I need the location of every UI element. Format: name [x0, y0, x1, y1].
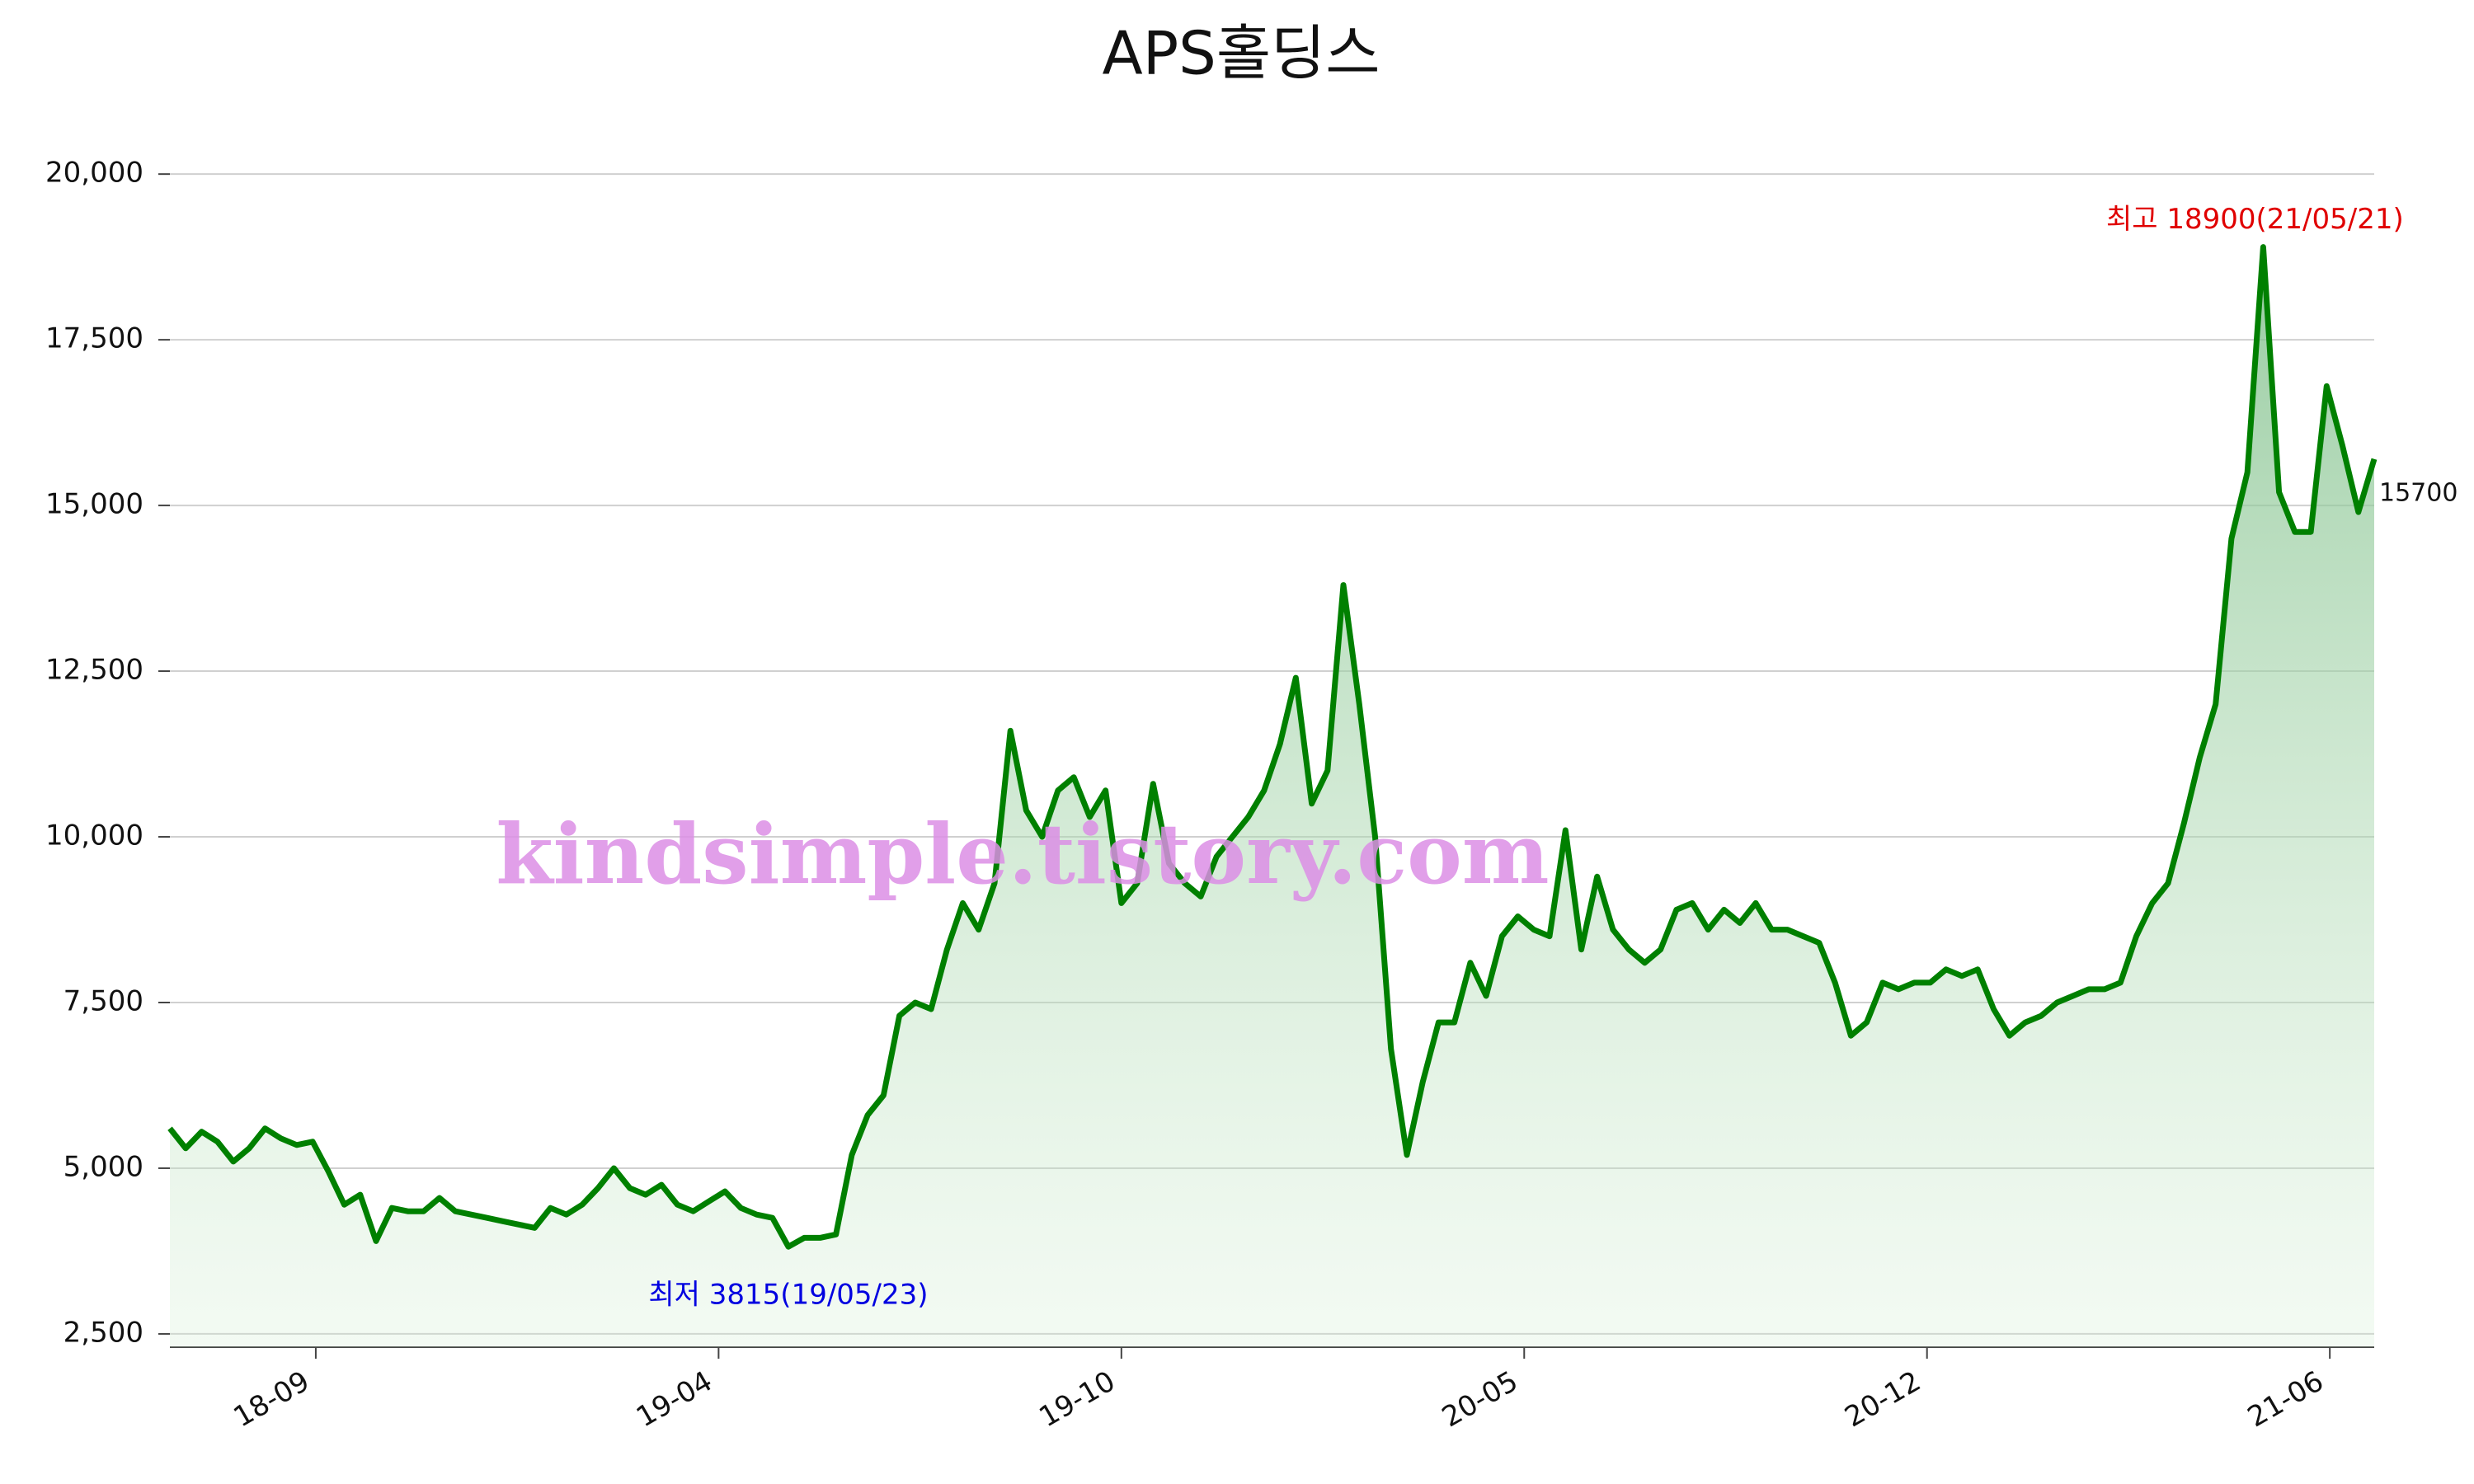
last-value-label: 15700: [2379, 478, 2458, 507]
watermark: kindsimple.tistory.com: [496, 805, 1549, 903]
y-tick-label: 17,500: [45, 322, 143, 355]
x-tick-label: 19-04: [631, 1364, 718, 1434]
x-tick-label: 19-10: [1034, 1364, 1122, 1434]
x-tick-label: 20-05: [1437, 1364, 1524, 1434]
min-annotation: 최저 3815(19/05/23): [648, 1279, 928, 1312]
y-tick-label: 12,500: [45, 654, 143, 687]
y-tick-label: 5,000: [63, 1150, 143, 1183]
x-tick-label: 18-09: [228, 1364, 316, 1434]
area: [170, 247, 2374, 1348]
y-tick-label: 20,000: [45, 157, 143, 190]
line: [167, 244, 2378, 1250]
x-tick-label: 21-06: [2242, 1364, 2330, 1434]
max-annotation: 최고 18900(21/05/21): [2106, 203, 2404, 236]
y-tick-label: 7,500: [63, 984, 143, 1017]
x-tick-label: 20-12: [1839, 1364, 1926, 1434]
y-tick-label: 10,000: [45, 819, 143, 852]
y-tick-label: 2,500: [63, 1316, 143, 1349]
y-tick-label: 15,000: [45, 488, 143, 521]
chart-title: APS홀딩스: [1102, 19, 1380, 88]
